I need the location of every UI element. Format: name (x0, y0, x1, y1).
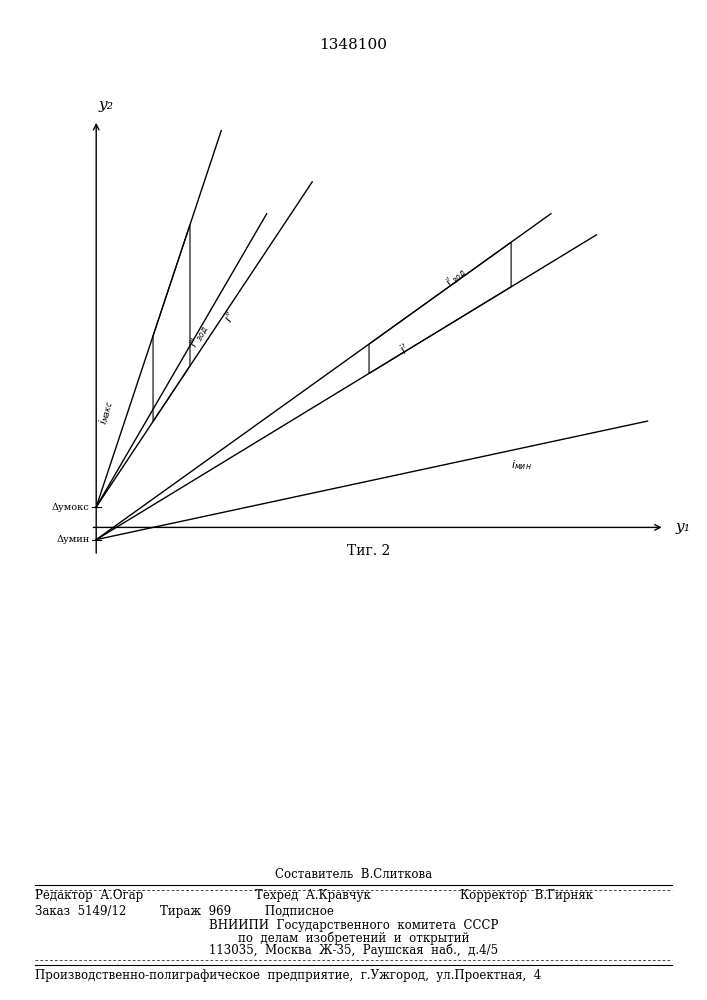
Text: $i''_{зод}$: $i''_{зод}$ (187, 323, 212, 351)
Text: $i'$: $i'$ (397, 341, 414, 358)
Text: Производственно-полиграфическое  предприятие,  г.Ужгород,  ул.Проектная,  4: Производственно-полиграфическое предприя… (35, 968, 542, 982)
Text: у₁: у₁ (676, 520, 691, 534)
Text: $i_{мин}$: $i_{мин}$ (511, 458, 532, 472)
Text: Τиг. 2: Τиг. 2 (347, 544, 391, 558)
Text: $i_{макс}$: $i_{макс}$ (97, 399, 116, 426)
Text: Δумин: Δумин (56, 535, 89, 544)
Text: Редактор  А.Огар: Редактор А.Огар (35, 888, 144, 902)
Text: $i''$: $i''$ (221, 308, 240, 325)
Text: ВНИИПИ  Государственного  комитета  СССР: ВНИИПИ Государственного комитета СССР (209, 920, 498, 932)
Text: $i'_{зод}$: $i'_{зод}$ (443, 264, 469, 291)
Text: Корректор  В.Гирняк: Корректор В.Гирняк (460, 888, 592, 902)
Text: Техред  А.Кравчук: Техред А.Кравчук (255, 888, 370, 902)
Text: Составитель  В.Слиткова: Составитель В.Слиткова (275, 868, 432, 882)
Text: по  делам  изобретений  и  открытий: по делам изобретений и открытий (238, 931, 469, 945)
Text: 113035,  Москва  Ж-35,  Раушская  наб.,  д.4/5: 113035, Москва Ж-35, Раушская наб., д.4/… (209, 943, 498, 957)
Text: 1348100: 1348100 (320, 38, 387, 52)
Text: Заказ  5149/12         Тираж  969         Подписное: Заказ 5149/12 Тираж 969 Подписное (35, 906, 334, 918)
Text: у₂: у₂ (99, 98, 114, 112)
Text: Δумокс: Δумокс (52, 503, 89, 512)
